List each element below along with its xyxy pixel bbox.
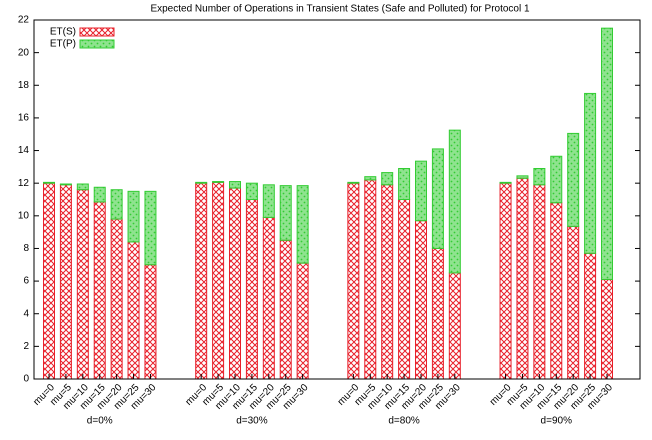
- bar-segment: [229, 187, 241, 380]
- y-tick-label: 18: [18, 80, 30, 91]
- bar-segment: [229, 181, 241, 189]
- bar-segment: [567, 225, 580, 380]
- bar-segment: [347, 181, 360, 184]
- bar-segment: [533, 184, 546, 380]
- bar-segment: [381, 172, 394, 186]
- bar-segment: [59, 184, 72, 380]
- bar-segment: [296, 185, 309, 264]
- y-tick-label: 22: [18, 15, 30, 26]
- bar-segment: [398, 167, 411, 200]
- bar-segment: [415, 160, 427, 222]
- bar-segment: [448, 129, 461, 274]
- bar-segment: [398, 199, 411, 380]
- bar-segment: [93, 186, 106, 203]
- bar-segment: [127, 190, 140, 243]
- y-tick-label: 16: [18, 113, 30, 124]
- legend-swatch: [79, 27, 115, 37]
- bar-segment: [533, 167, 546, 186]
- group-label: d=80%: [388, 416, 420, 427]
- bar-segment: [245, 199, 258, 380]
- legend-swatch: [79, 39, 115, 49]
- y-tick-label: 12: [18, 178, 30, 189]
- bar-segment: [347, 182, 360, 380]
- bar-segment: [567, 132, 580, 227]
- bar-segment: [262, 184, 275, 218]
- bar-segment: [245, 182, 258, 201]
- y-tick-label: 20: [18, 47, 30, 58]
- bar-segment: [499, 182, 512, 380]
- bar-segment: [195, 182, 208, 380]
- bar-segment: [76, 183, 89, 191]
- bar-segment: [601, 27, 613, 280]
- bar-segment: [212, 181, 225, 380]
- bar-segment: [584, 92, 597, 254]
- bar-segment: [448, 272, 461, 380]
- y-tick-label: 2: [23, 341, 29, 352]
- group-label: d=30%: [236, 416, 268, 427]
- chart-title: Expected Number of Operations in Transie…: [150, 4, 530, 15]
- bar-segment: [550, 202, 563, 380]
- bar-segment: [110, 189, 123, 220]
- y-tick-label: 14: [18, 145, 30, 156]
- bar-segment: [59, 183, 72, 186]
- bar-segment: [584, 252, 597, 380]
- bar-segment: [279, 185, 292, 241]
- y-tick-label: 10: [18, 210, 30, 221]
- bar-segment: [212, 181, 225, 183]
- bar-segment: [415, 220, 427, 380]
- y-tick-label: 4: [23, 308, 29, 319]
- bar-segment: [516, 175, 529, 179]
- y-tick-label: 6: [23, 276, 29, 287]
- bar-segment: [262, 216, 275, 380]
- bar-segment: [516, 177, 529, 380]
- bar-segment: [43, 182, 55, 380]
- bar-segment: [381, 184, 394, 380]
- bar-segment: [144, 190, 157, 266]
- y-tick-label: 0: [23, 374, 29, 385]
- group-label: d=0%: [87, 416, 113, 427]
- bar-segment: [601, 278, 613, 380]
- legend-label: ET(P): [50, 39, 76, 50]
- bar-segment: [93, 201, 106, 380]
- bar-segment: [110, 218, 123, 380]
- bar-segment: [431, 148, 444, 249]
- bar-segment: [144, 264, 157, 380]
- bar-segment: [550, 155, 563, 204]
- bar-segment: [279, 239, 292, 380]
- bar-segment: [43, 181, 55, 184]
- bar-segment: [499, 181, 512, 184]
- bar-segment: [364, 176, 377, 181]
- bar-segment: [127, 241, 140, 380]
- plot-frame: [33, 19, 641, 380]
- legend-label: ET(S): [50, 27, 76, 38]
- group-label: d=90%: [541, 416, 573, 427]
- bar-segment: [364, 179, 377, 380]
- bar-segment: [76, 189, 89, 380]
- y-tick-label: 8: [23, 243, 29, 254]
- bar-segment: [431, 247, 444, 380]
- bar-segment: [296, 262, 309, 380]
- bar-segment: [195, 181, 208, 184]
